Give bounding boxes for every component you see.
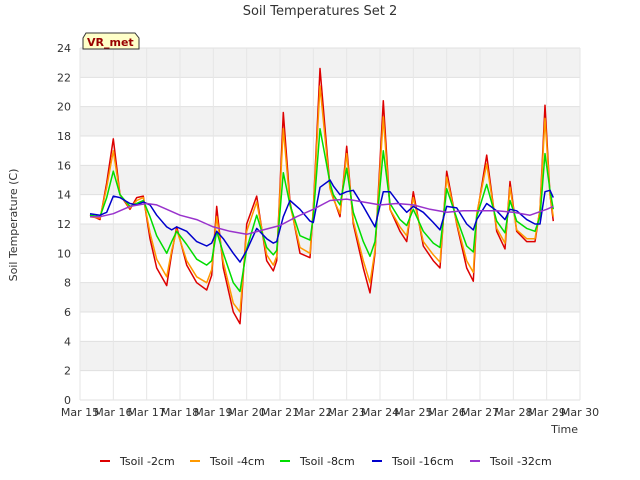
- data-series: [89, 67, 555, 325]
- y-tick-label: 2: [64, 365, 71, 378]
- x-tick-label: Mar 25: [394, 406, 432, 419]
- site-badge: VR_met: [82, 32, 140, 50]
- x-tick-label: Mar 15: [61, 406, 99, 419]
- plot-band: [80, 370, 580, 400]
- site-badge-shape: [82, 32, 140, 50]
- legend-label-tsoil-4cm: Tsoil -4cm: [209, 455, 265, 468]
- y-tick-label: 20: [57, 101, 71, 114]
- grid-lines: [79, 47, 581, 401]
- plot-band: [80, 312, 580, 342]
- series-line-tsoil-4cm: [89, 85, 555, 313]
- y-tick-label: 24: [57, 42, 71, 55]
- y-tick-label: 10: [57, 247, 71, 260]
- y-tick-label: 12: [57, 218, 71, 231]
- plot-band: [80, 106, 580, 136]
- plot-band: [80, 282, 580, 312]
- series-line-tsoil-32cm: [90, 198, 554, 236]
- x-tick-label: Mar 16: [94, 406, 132, 419]
- x-tick-label: Mar 23: [328, 406, 366, 419]
- y-tick-label: 4: [64, 335, 71, 348]
- y-tick-label: 22: [57, 71, 71, 84]
- y-tick-label: 0: [64, 394, 71, 407]
- y-tick-label: 8: [64, 277, 71, 290]
- y-tick-label: 14: [57, 189, 71, 202]
- y-tick-label: 6: [64, 306, 71, 319]
- x-tick-label: Mar 17: [128, 406, 166, 419]
- y-tick-label: 16: [57, 159, 71, 172]
- x-tick-label: Mar 22: [294, 406, 332, 419]
- x-tick-label: Mar 18: [161, 406, 199, 419]
- plot-band: [80, 253, 580, 283]
- x-tick-label: Mar 28: [494, 406, 532, 419]
- legend-label-tsoil-2cm: Tsoil -2cm: [119, 455, 175, 468]
- series-line-tsoil-8cm: [89, 127, 555, 293]
- plot-band: [80, 341, 580, 371]
- plot-band: [80, 77, 580, 107]
- x-tick-label: Mar 29: [528, 406, 566, 419]
- x-tick-label: Mar 30: [561, 406, 599, 419]
- x-tick-label: Mar 19: [194, 406, 232, 419]
- x-axis-label: Time: [550, 423, 578, 436]
- chart-title: Soil Temperatures Set 2: [243, 4, 398, 19]
- legend-label-tsoil-8cm: Tsoil -8cm: [299, 455, 355, 468]
- plot-band: [80, 48, 580, 78]
- legend-label-tsoil-32cm: Tsoil -32cm: [489, 455, 552, 468]
- x-tick-label: Mar 24: [361, 406, 399, 419]
- x-tick-label: Mar 27: [461, 406, 499, 419]
- x-tick-label: Mar 20: [228, 406, 266, 419]
- y-axis-label: Soil Temperature (C): [7, 169, 20, 282]
- legend-label-tsoil-16cm: Tsoil -16cm: [391, 455, 454, 468]
- plot-band: [80, 136, 580, 166]
- legend: Tsoil -2cm Tsoil -4cm Tsoil -8cm Tsoil -16c…: [100, 455, 552, 468]
- site-badge-label: VR_met: [87, 36, 134, 49]
- y-tick-label: 18: [57, 130, 71, 143]
- x-tick-label: Mar 26: [428, 406, 466, 419]
- x-tick-label: Mar 21: [261, 406, 299, 419]
